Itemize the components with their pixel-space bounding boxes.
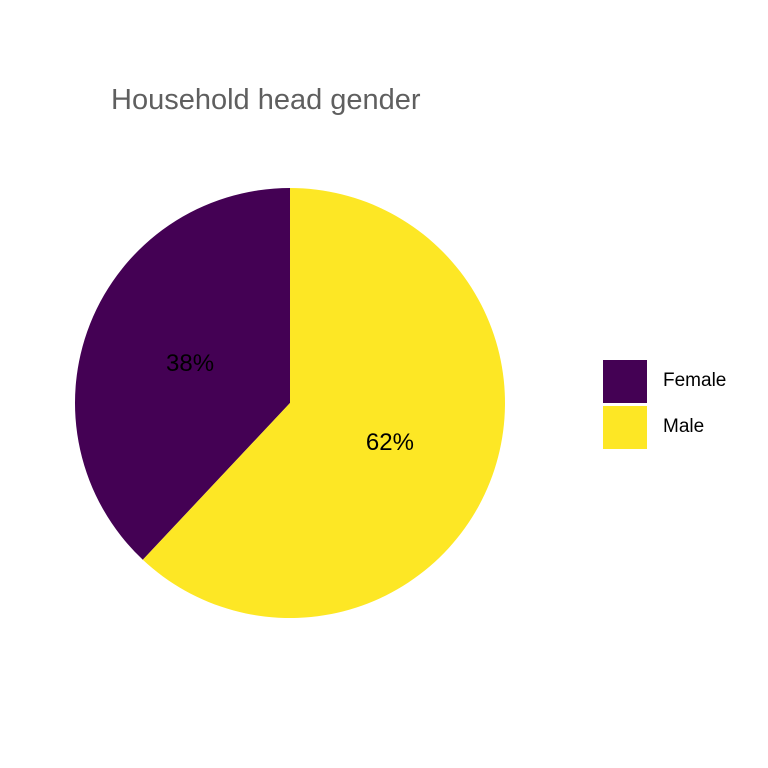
- legend-swatch-female: [603, 359, 647, 403]
- pie-label-female: 38%: [166, 350, 214, 377]
- pie-slice-labels: 38% 62%: [166, 350, 414, 456]
- legend-swatch-male: [603, 405, 647, 449]
- legend-label-male: Male: [663, 416, 705, 437]
- legend: Female Male: [603, 358, 726, 450]
- pie-slices: [74, 188, 505, 618]
- legend-label-female: Female: [663, 370, 727, 391]
- pie-slice-male: [142, 188, 505, 618]
- legend-item-female: Female: [603, 358, 726, 404]
- pie-slice-female: [74, 188, 290, 560]
- legend-item-male: Male: [603, 404, 726, 450]
- chart-title: Household head gender: [111, 84, 421, 116]
- pie-label-male: 62%: [366, 429, 414, 456]
